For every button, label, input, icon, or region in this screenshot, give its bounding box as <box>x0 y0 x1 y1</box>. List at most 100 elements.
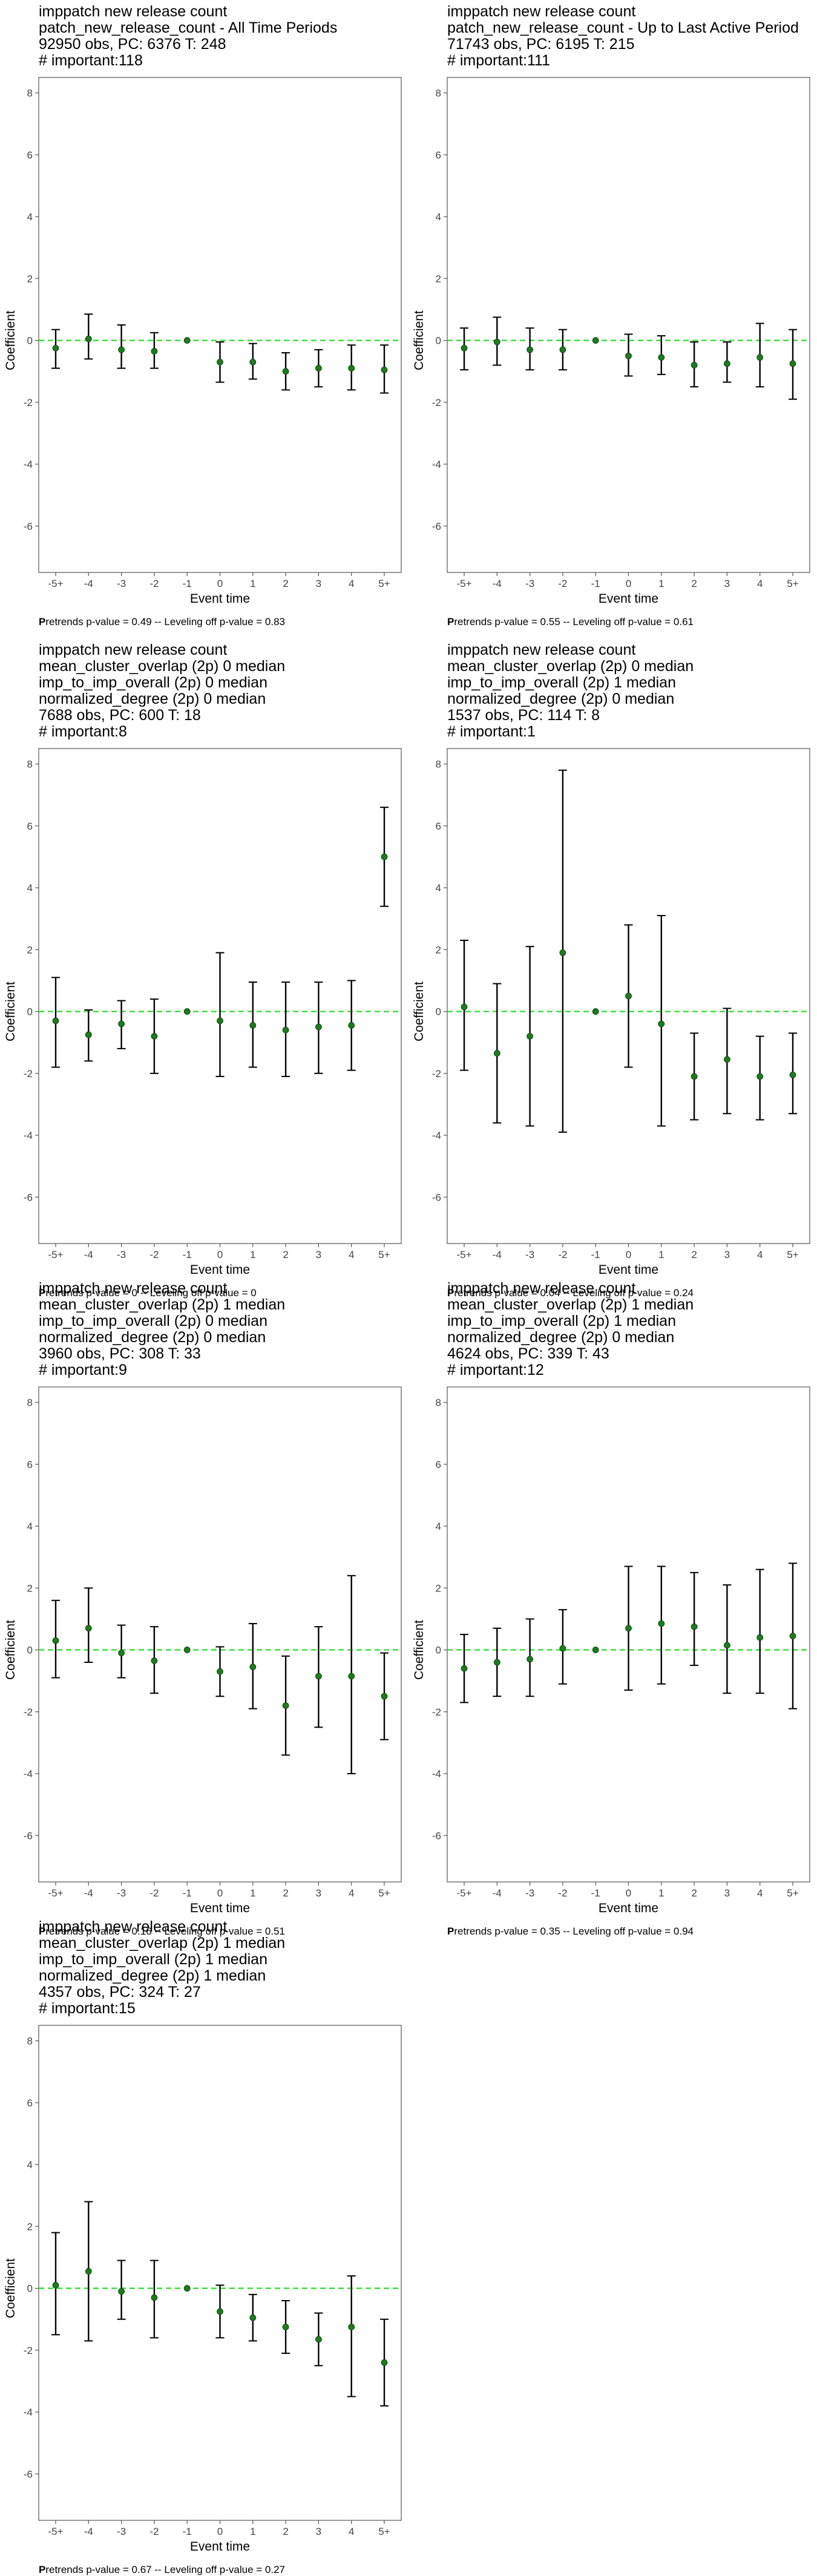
x-tick-label: -1 <box>591 1887 600 1899</box>
coefficient-point <box>282 1026 289 1034</box>
x-tick-label: -1 <box>591 1249 600 1260</box>
coefficient-point <box>658 354 665 361</box>
chart-title-line: normalized_degree (2p) 0 median <box>447 690 675 707</box>
y-tick-label: -2 <box>432 1068 441 1080</box>
y-tick-label: 4 <box>27 1521 33 1532</box>
y-tick-label: 2 <box>27 273 33 284</box>
x-tick-label: -4 <box>493 1249 502 1260</box>
coefficient-point <box>691 362 698 369</box>
coefficient-point <box>724 360 730 367</box>
y-tick-label: -6 <box>24 520 33 532</box>
coefficient-point <box>789 360 796 367</box>
coefficient-point <box>249 1663 257 1671</box>
chart-panel-5: imppatch new release count mean_cluster_o… <box>0 1277 408 1937</box>
coefficient-point <box>625 1625 632 1632</box>
coefficient-point <box>493 338 500 346</box>
x-tick-label: 1 <box>250 1249 255 1260</box>
chart-title-line: 7688 obs, PC: 600 T: 18 <box>39 707 201 724</box>
y-tick-label: 0 <box>436 1006 441 1018</box>
chart-title-line: mean_cluster_overlap (2p) 1 median <box>447 1296 694 1313</box>
x-tick-label: 5+ <box>378 1249 390 1260</box>
coefficient-point <box>217 358 223 365</box>
coefficient-point <box>559 1645 566 1652</box>
caption-prefix: P <box>447 1925 454 1937</box>
plot-frame <box>38 77 402 573</box>
x-tick-label: 0 <box>217 2526 223 2537</box>
y-tick-label: -2 <box>24 1068 33 1080</box>
chart-title: imppatch new release count mean_cluster_o… <box>447 642 813 740</box>
x-tick-label: 2 <box>691 578 697 589</box>
x-tick-label: -3 <box>525 578 534 589</box>
y-tick-label: 8 <box>436 1397 441 1409</box>
x-tick-label: 1 <box>658 578 664 589</box>
caption-text: retrends p-value = 0.35 -- Leveling off … <box>454 1925 694 1937</box>
y-tick-label: 4 <box>436 1521 441 1532</box>
coefficient-point <box>461 1003 468 1011</box>
chart-title-line: imp_to_imp_overall (2p) 1 median <box>39 1951 267 1968</box>
chart-title-line: # important:15 <box>39 2000 136 2017</box>
chart-title-line: normalized_degree (2p) 0 median <box>447 1329 675 1346</box>
x-tick-label: 4 <box>349 1887 354 1899</box>
x-tick-label: -5+ <box>456 578 471 589</box>
x-tick-label: 2 <box>283 1249 288 1260</box>
y-tick-label: 6 <box>436 1459 441 1470</box>
y-tick-label: -2 <box>432 1706 441 1718</box>
caption-text: retrends p-value = 0 -- Leveling off p-v… <box>45 1287 257 1299</box>
chart-title-line: 92950 obs, PC: 6376 T: 248 <box>39 36 226 53</box>
y-tick-label: -4 <box>432 1130 441 1141</box>
y-tick-label: 6 <box>436 821 441 832</box>
chart-title-line: 4357 obs, PC: 324 T: 27 <box>39 1984 201 2001</box>
x-axis-label: Event time <box>599 1901 658 1915</box>
x-tick-label: 0 <box>217 578 223 589</box>
y-tick-label: 2 <box>27 1582 33 1594</box>
chart-title-line: # important:8 <box>39 723 127 740</box>
chart-panel-7: imppatch new release count mean_cluster_o… <box>0 1915 408 2575</box>
coefficient-point <box>691 1623 698 1630</box>
y-tick-label: 8 <box>27 1397 33 1409</box>
chart-title-line: imp_to_imp_overall (2p) 0 median <box>39 674 267 691</box>
x-axis-label: Event time <box>599 1263 658 1277</box>
coefficient-point <box>724 1642 730 1649</box>
y-axis-label: Coefficient <box>412 310 426 370</box>
y-axis-label: Coefficient <box>4 310 18 370</box>
coefficient-point <box>118 2288 125 2295</box>
caption-prefix: P <box>39 1925 46 1937</box>
y-tick-label: -4 <box>432 459 441 470</box>
x-tick-label: 0 <box>626 1249 631 1260</box>
y-tick-label: 2 <box>27 2221 33 2232</box>
coefficient-point <box>461 344 468 352</box>
coefficient-point <box>315 365 322 372</box>
chart-title-line: imppatch new release count <box>39 1280 228 1297</box>
x-tick-label: 2 <box>283 1887 288 1899</box>
x-tick-label: -3 <box>117 1249 126 1260</box>
caption-prefix: P <box>39 1287 46 1299</box>
y-tick-label: -4 <box>24 1130 33 1141</box>
coefficient-point <box>348 1022 355 1029</box>
y-tick-label: 8 <box>436 88 441 99</box>
y-tick-label: 2 <box>436 1582 441 1594</box>
x-tick-label: 0 <box>217 1887 223 1899</box>
coefficient-plot: -6 -4 -2 0 2 4 6 8 Coefficient -5+ -4 -3 -2 -1 0 1 2 3 4 5+… <box>4 2025 402 2554</box>
coefficient-point <box>348 2324 355 2330</box>
chart-title-line: mean_cluster_overlap (2p) 1 median <box>39 1935 286 1952</box>
coefficient-point <box>559 346 566 353</box>
coefficient-point <box>592 1647 599 1653</box>
x-tick-label: -2 <box>149 1249 159 1260</box>
chart-panel-4: imppatch new release count mean_cluster_o… <box>408 638 817 1299</box>
caption-text: retrends p-value = 0.49 -- Leveling off … <box>45 616 286 628</box>
x-tick-label: 3 <box>724 578 730 589</box>
x-tick-label: -3 <box>525 1249 534 1260</box>
x-tick-label: -4 <box>84 2526 93 2537</box>
chart-title-line: imp_to_imp_overall (2p) 1 median <box>447 1313 676 1329</box>
coefficient-point <box>756 354 764 361</box>
chart-title: imppatch new release count patch_new_rele… <box>39 4 405 69</box>
coefficient-point <box>527 346 534 353</box>
x-tick-label: 1 <box>250 1887 255 1899</box>
caption-text: retrends p-value = 0.04 -- Leveling off … <box>454 1287 694 1299</box>
coefficient-point <box>217 2308 223 2315</box>
y-tick-label: -6 <box>24 2468 33 2480</box>
chart-title-line: # important:12 <box>447 1362 544 1378</box>
pvalue-caption: Pretrends p-value = 0.55 -- Leveling off… <box>447 616 694 628</box>
chart-title-line: imp_to_imp_overall (2p) 0 median <box>39 1313 267 1329</box>
x-tick-label: 1 <box>250 2526 255 2537</box>
